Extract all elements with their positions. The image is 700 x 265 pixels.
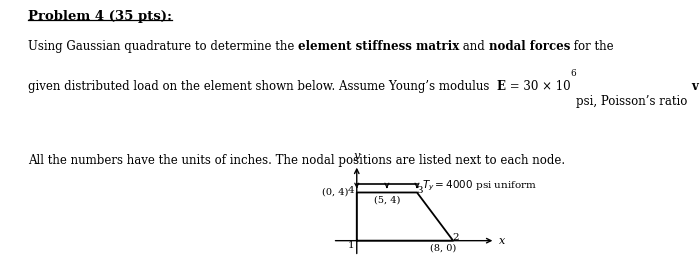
Text: given distributed load on the element shown below. Assume Young’s modulus: given distributed load on the element sh… (28, 80, 497, 93)
Text: (0, 4): (0, 4) (322, 188, 349, 197)
Text: v: v (692, 80, 698, 93)
Text: x: x (499, 236, 505, 246)
Text: $T_y = 4000$ psi uniform: $T_y = 4000$ psi uniform (422, 179, 537, 193)
Text: psi, Poisson’s ratio: psi, Poisson’s ratio (576, 80, 692, 108)
Text: = 0.23, the element thickness is: = 0.23, the element thickness is (698, 80, 700, 93)
Text: 3: 3 (416, 186, 423, 195)
Text: for the: for the (570, 40, 614, 53)
Text: y: y (354, 151, 360, 161)
Text: 1: 1 (348, 241, 355, 250)
Text: nodal forces: nodal forces (489, 40, 570, 53)
Text: (8, 0): (8, 0) (430, 243, 456, 252)
Text: = 30 × 10: = 30 × 10 (506, 80, 570, 93)
Text: 4: 4 (348, 186, 355, 195)
Text: 6: 6 (570, 69, 576, 78)
Text: and: and (459, 40, 489, 53)
Text: Using Gaussian quadrature to determine the: Using Gaussian quadrature to determine t… (28, 40, 298, 53)
Text: element stiffness matrix: element stiffness matrix (298, 40, 459, 53)
Text: (5, 4): (5, 4) (374, 196, 400, 205)
Text: 2: 2 (452, 233, 458, 242)
Text: Problem 4 (35 pts):: Problem 4 (35 pts): (28, 10, 172, 23)
Text: E: E (497, 80, 506, 93)
Text: All the numbers have the units of inches. The nodal positions are listed next to: All the numbers have the units of inches… (28, 154, 565, 167)
